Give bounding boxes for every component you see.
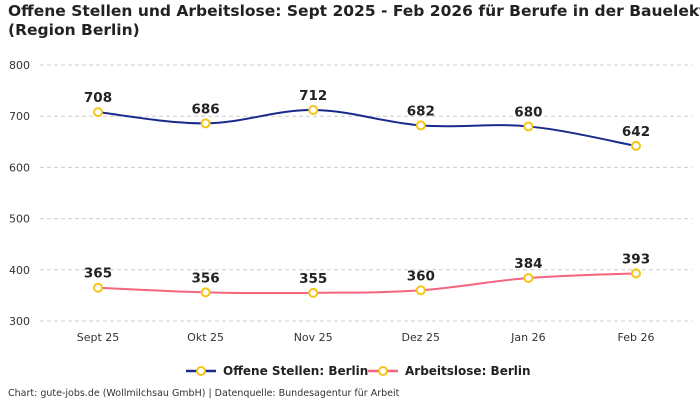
y-tick-label: 300 xyxy=(9,315,30,328)
y-tick-label: 400 xyxy=(9,264,30,277)
series-line-1 xyxy=(97,272,637,295)
data-label: 682 xyxy=(407,103,435,119)
data-point[interactable] xyxy=(308,105,319,116)
data-point[interactable] xyxy=(415,120,426,131)
x-tick-label: Jan 26 xyxy=(510,331,545,344)
legend-label[interactable]: Arbeitslose: Berlin xyxy=(405,364,531,378)
data-label: 365 xyxy=(84,266,112,282)
data-label: 384 xyxy=(514,256,542,272)
data-label: 686 xyxy=(192,101,220,117)
data-point[interactable] xyxy=(93,282,103,293)
x-tick-label: Dez 25 xyxy=(402,331,441,344)
data-point[interactable] xyxy=(523,272,534,283)
data-point[interactable] xyxy=(200,287,211,298)
data-point[interactable] xyxy=(308,287,319,298)
y-tick-label: 500 xyxy=(9,213,30,226)
footer-source: Chart: gute-jobs.de (Wollmilchsau GmbH) … xyxy=(8,388,400,399)
y-tick-label: 800 xyxy=(9,59,30,72)
legend-marker-icon xyxy=(378,366,388,376)
y-tick-label: 600 xyxy=(9,161,30,174)
data-label: 360 xyxy=(407,268,435,284)
data-label: 355 xyxy=(299,271,327,287)
chart-title: Offene Stellen und Arbeitslose: Sept 202… xyxy=(8,2,700,20)
data-point[interactable] xyxy=(200,118,211,129)
series-line-0 xyxy=(97,109,637,147)
legend-label[interactable]: Offene Stellen: Berlin xyxy=(223,364,368,378)
data-point[interactable] xyxy=(631,140,641,151)
y-tick-label: 700 xyxy=(9,110,30,123)
data-point[interactable] xyxy=(93,107,103,118)
legend-marker-icon xyxy=(196,366,206,376)
data-label: 708 xyxy=(84,90,112,106)
data-label: 712 xyxy=(299,88,327,104)
data-label: 642 xyxy=(622,124,650,140)
x-tick-label: Sept 25 xyxy=(77,331,120,344)
chart-subtitle: (Region Berlin) xyxy=(8,21,140,39)
data-label: 393 xyxy=(622,251,650,267)
x-tick-label: Feb 26 xyxy=(618,331,655,344)
data-point[interactable] xyxy=(631,268,641,279)
data-point[interactable] xyxy=(415,285,426,296)
x-tick-label: Nov 25 xyxy=(294,331,333,344)
data-label: 680 xyxy=(514,104,542,120)
data-label: 356 xyxy=(192,270,220,286)
data-point[interactable] xyxy=(523,121,534,132)
x-tick-label: Okt 25 xyxy=(187,331,224,344)
